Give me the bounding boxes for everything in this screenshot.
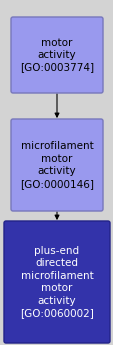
FancyBboxPatch shape [11, 17, 102, 93]
FancyBboxPatch shape [11, 119, 102, 211]
Text: microfilament
motor
activity
[GO:0000146]: microfilament motor activity [GO:0000146… [20, 141, 93, 189]
Text: motor
activity
[GO:0003774]: motor activity [GO:0003774] [20, 38, 93, 72]
FancyBboxPatch shape [4, 221, 109, 343]
Text: plus-end
directed
microfilament
motor
activity
[GO:0060002]: plus-end directed microfilament motor ac… [20, 246, 93, 318]
